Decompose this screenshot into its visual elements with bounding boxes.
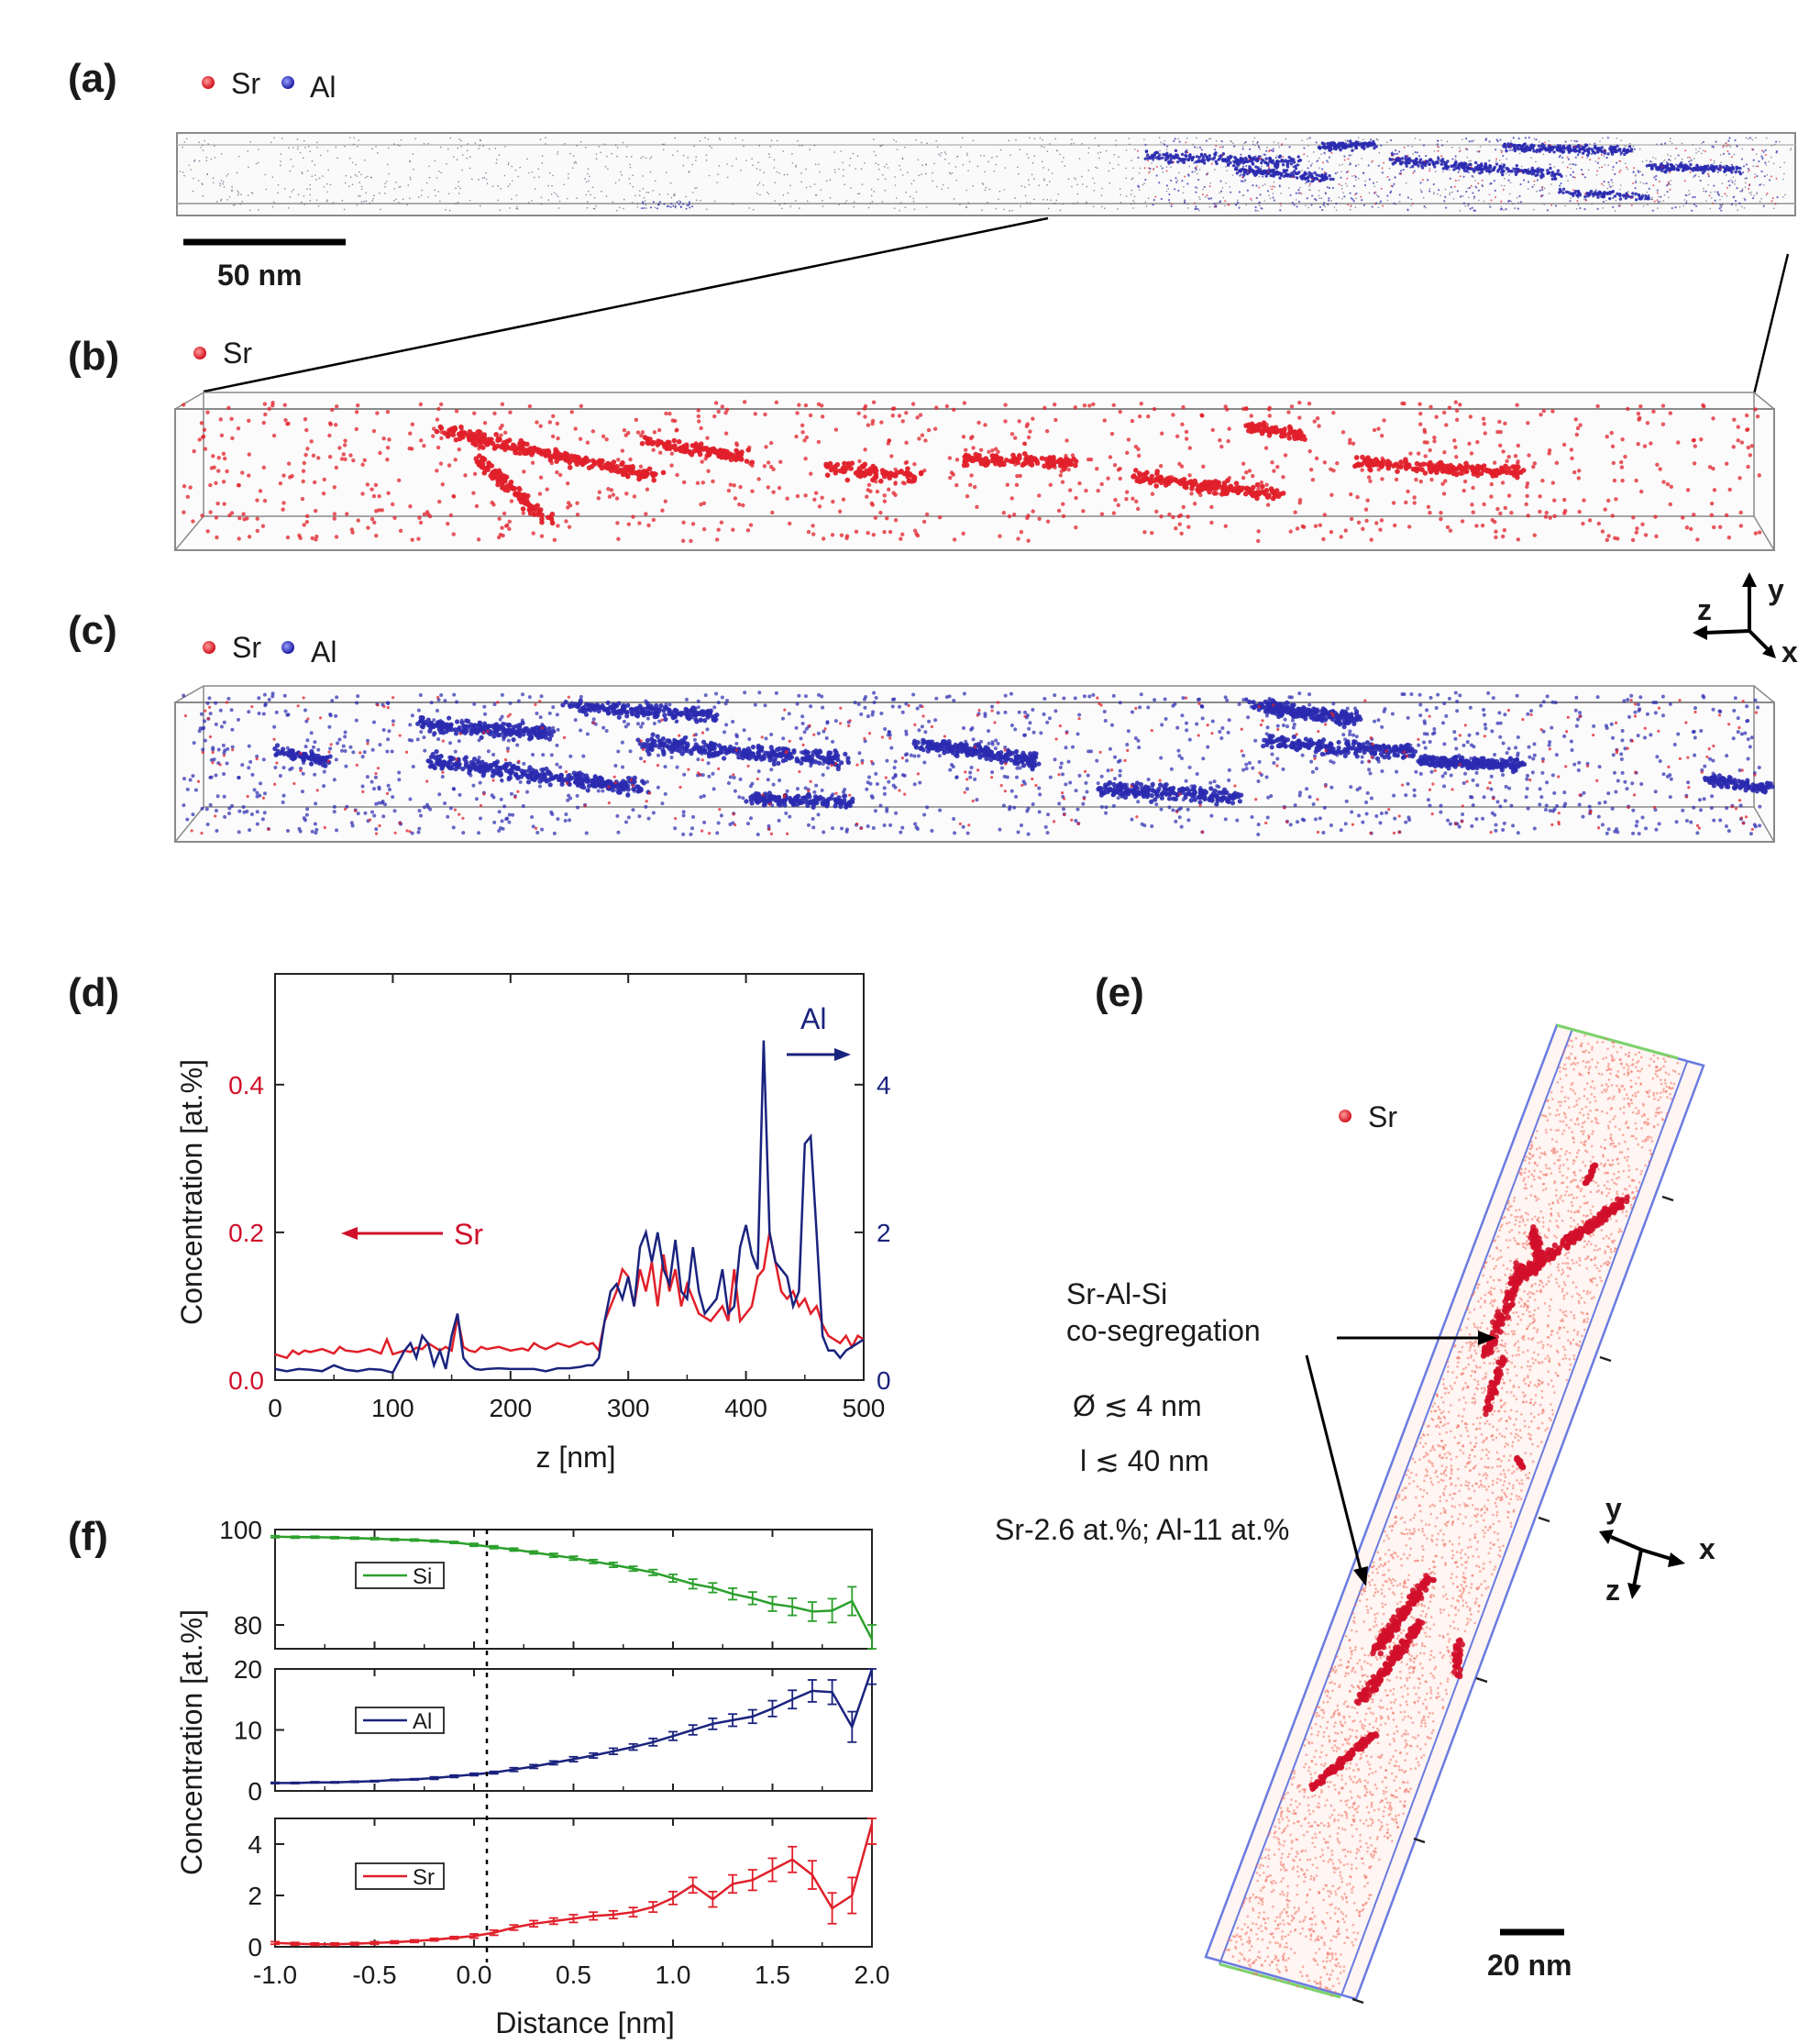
axis-x-label: x: [1781, 635, 1798, 668]
atom-map-box-b: [174, 392, 1775, 551]
atom-cloud-c: [182, 691, 1775, 836]
x-tick-label: -1.0: [253, 1961, 297, 1989]
x-axis-label-d: z [nm]: [535, 1441, 615, 1474]
legend-sr-marker: [1339, 1110, 1351, 1122]
x-tick-label: 0.5: [556, 1961, 591, 1989]
panel-b: (b) Sr: [68, 334, 1775, 551]
y-tick-label: 0: [248, 1933, 262, 1961]
axis-triad-e: [1599, 1530, 1685, 1599]
series-line-al: [274, 1040, 865, 1375]
atom-cloud-b: [181, 400, 1762, 544]
sr-axis-arrowhead: [341, 1227, 358, 1240]
legend-sr-marker: [203, 641, 215, 654]
legend-sr-marker: [193, 347, 206, 359]
x-tick-label: 100: [371, 1394, 414, 1422]
scalebar-a-label: 50 nm: [217, 259, 302, 292]
axis-z-label-e: z: [1605, 1574, 1620, 1607]
x-tick-label: 0.0: [457, 1961, 492, 1989]
axis-triad-c: [1693, 572, 1776, 658]
legend-sr-label: Sr: [231, 67, 260, 100]
diameter-label: Ø ≲ 4 nm: [1073, 1389, 1202, 1422]
legend-sr-label: Sr: [1368, 1100, 1397, 1133]
al-series-label: Al: [800, 1002, 826, 1035]
plot-frame-si: [274, 1529, 873, 1650]
panel-a: (a) Sr Al 50 nm: [68, 56, 1796, 395]
panel-e-label: (e): [1095, 970, 1144, 1015]
annotation-arrowhead-2: [1353, 1566, 1368, 1586]
axis-y-label-e: y: [1605, 1492, 1622, 1525]
legend-al-marker: [281, 641, 294, 654]
panel-d-label: (d): [68, 970, 119, 1015]
y-tick-label: 10: [234, 1717, 262, 1745]
legend-al-label: Al: [310, 71, 336, 104]
al-axis-arrowhead: [834, 1048, 851, 1061]
y-tick-label-right: 0: [877, 1366, 891, 1395]
x-tick-label: 400: [724, 1394, 767, 1422]
y-tick-label-left: 0.2: [228, 1219, 264, 1247]
y-tick-label-left: 0.0: [228, 1366, 264, 1395]
x-axis-label-f: Distance [nm]: [495, 2006, 675, 2039]
y-tick-label-right: 2: [877, 1219, 891, 1247]
y-tick-label: 2: [248, 1882, 262, 1910]
x-tick-label: 2.0: [855, 1961, 890, 1989]
axis-y-label: y: [1768, 573, 1784, 606]
atom-map-box-a: [176, 132, 1796, 216]
panel-c-label: (c): [68, 608, 117, 653]
zoom-line-right: [1752, 253, 1790, 395]
plot-frame-d: [274, 973, 865, 1381]
panel-f: (f) 80 100 Si 0 10 20 Al 0 2 4 Sr -1.0 -0.5 0.0 0.5 1.0…: [68, 1514, 889, 2039]
y-tick-label-right: 4: [877, 1071, 891, 1099]
zoom-line-left: [203, 216, 1049, 393]
y-tick-label: 0: [248, 1777, 262, 1806]
annotation-arrow-2: [1305, 1354, 1362, 1571]
y-tick-label: 80: [234, 1611, 262, 1640]
legend-sr-label: Sr: [223, 337, 252, 370]
x-tick-label: 1.5: [755, 1961, 790, 1989]
legend-sr-label: Sr: [232, 631, 261, 664]
length-label: l ≲ 40 nm: [1080, 1444, 1209, 1477]
y-tick-label: 4: [248, 1830, 262, 1859]
atom-cloud-a: [179, 136, 1792, 212]
plots-f: 80 100 Si 0 10 20 Al 0 2 4 Sr -1.0 -0.5 0.0 0.5 1.0 1.5 2…: [219, 1516, 889, 1989]
y-tick-label: 20: [234, 1655, 262, 1684]
series-d: [274, 1040, 865, 1375]
scalebar-e-label: 20 nm: [1487, 1949, 1572, 1982]
axis-x-label-e: x: [1699, 1532, 1715, 1565]
y-tick-label-left: 0.4: [228, 1071, 264, 1099]
legend-al-marker: [281, 76, 294, 89]
x-tick-label: 300: [607, 1394, 650, 1422]
annotation-arrowhead-1: [1478, 1331, 1496, 1345]
composition-label: Sr-2.6 at.%; Al-11 at.%: [995, 1513, 1289, 1546]
series-line-sr: [274, 1232, 865, 1360]
x-tick-label: 200: [489, 1394, 532, 1422]
panel-c: (c) Sr Al z y x: [68, 572, 1798, 843]
y-tick-label: 100: [219, 1516, 262, 1544]
panel-a-label: (a): [68, 56, 117, 101]
y-axis-label-d: Concentration [at.%]: [175, 1059, 208, 1325]
legend-label-sr: Sr: [413, 1865, 435, 1890]
x-tick-label: 0: [268, 1394, 282, 1422]
annotation-line-1: Sr-Al-Si: [1066, 1277, 1167, 1310]
atom-cloud-e: [1224, 1033, 1681, 1997]
annotation-line-2: co-segregation: [1066, 1314, 1261, 1347]
x-tick-label: 500: [843, 1394, 886, 1422]
atom-map-box-c: [174, 685, 1775, 843]
legend-label-al: Al: [413, 1709, 432, 1734]
sr-series-label: Sr: [454, 1218, 483, 1251]
panel-b-label: (b): [68, 334, 119, 379]
x-tick-label: -0.5: [352, 1961, 396, 1989]
x-tick-label: 1.0: [656, 1961, 691, 1989]
legend-sr-marker: [202, 76, 215, 89]
tomography-tube-e: [1204, 1023, 1705, 2005]
axis-z-label: z: [1697, 593, 1712, 626]
axes-d: 0 100 200 300 400 500 0.0 0.2 0.4 0 2 4: [228, 974, 891, 1422]
legend-label-si: Si: [413, 1564, 432, 1589]
panel-e: (e) Sr Sr-Al-Si co-segregation Ø ≲ 4 nm …: [995, 970, 1715, 2005]
legend-al-label: Al: [311, 635, 336, 668]
panel-f-label: (f): [68, 1514, 108, 1559]
y-axis-label-f: Concentration [at.%]: [175, 1609, 208, 1875]
